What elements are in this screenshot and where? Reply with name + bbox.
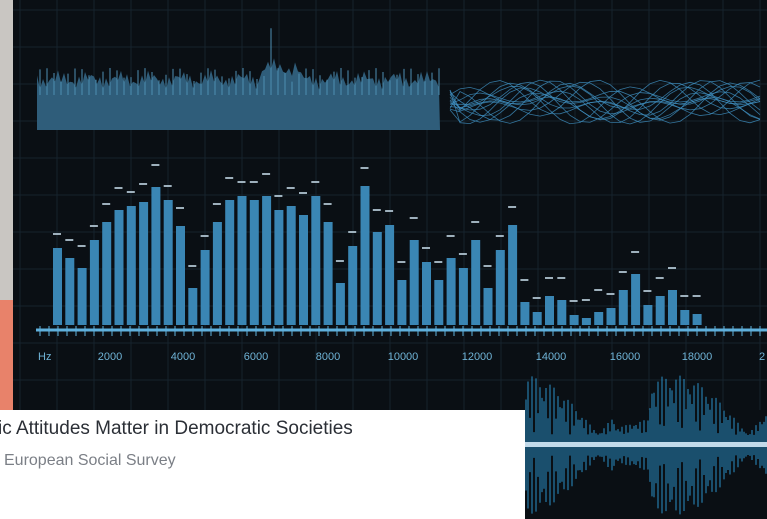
bar (114, 210, 124, 325)
bar (655, 296, 665, 325)
bar (212, 222, 222, 325)
bar (397, 280, 407, 325)
bar (262, 196, 272, 325)
caption-box: ic Attitudes Matter in Democratic Societ… (0, 410, 525, 519)
bar (139, 202, 149, 325)
tick-label: 8000 (316, 351, 340, 363)
bar (495, 250, 505, 325)
bar (348, 246, 358, 325)
bar (409, 240, 419, 325)
noise-line (449, 80, 761, 121)
bar (77, 268, 87, 325)
bar (618, 290, 628, 325)
bar (446, 258, 456, 325)
noise-line (449, 81, 761, 123)
bar (360, 186, 370, 325)
grid (13, 0, 767, 410)
bar (249, 200, 259, 325)
bar (594, 312, 604, 325)
caption-subtitle: European Social Survey (4, 452, 176, 469)
bar (299, 215, 308, 325)
axis-unit: Hz (38, 351, 51, 363)
bar (89, 240, 99, 325)
bar (508, 225, 518, 325)
tick-label: 2 (759, 351, 765, 363)
noise-line (449, 79, 761, 124)
bar (323, 222, 333, 325)
bar (545, 296, 554, 325)
bar (434, 280, 444, 325)
bar (200, 250, 210, 325)
bar (151, 187, 161, 325)
tick-label: 16000 (610, 351, 641, 363)
noise-line (449, 79, 761, 121)
bar (163, 200, 173, 325)
bar (237, 196, 247, 325)
spectrum-bars (53, 164, 702, 325)
wave-center (525, 442, 767, 447)
tick-label: 2000 (98, 351, 122, 363)
noise-line (449, 79, 761, 120)
caption-title: ic Attitudes Matter in Democratic Societ… (0, 418, 353, 439)
bar (274, 210, 284, 325)
bar (569, 315, 579, 325)
tick-label: 18000 (682, 351, 713, 363)
bar (668, 290, 677, 325)
tick-label: 6000 (244, 351, 268, 363)
bar (458, 268, 468, 325)
bar (520, 302, 530, 325)
noise-line (449, 80, 761, 124)
bar (53, 248, 62, 325)
tick-label: 14000 (536, 351, 567, 363)
bar (126, 206, 136, 325)
bar (532, 312, 542, 325)
bar (581, 318, 591, 325)
bar (176, 226, 185, 325)
bar (631, 274, 641, 325)
bar (692, 314, 702, 325)
noise-line (449, 79, 761, 119)
tick-label: 4000 (171, 351, 195, 363)
bar (643, 305, 653, 325)
bar (335, 283, 345, 325)
mini-area (37, 58, 440, 130)
bar (65, 258, 75, 325)
mini-spectrum (37, 28, 761, 130)
bar (483, 288, 493, 325)
bar (385, 225, 395, 325)
bar (311, 196, 321, 325)
noise-line (449, 86, 761, 125)
bar (680, 310, 690, 325)
bar (557, 300, 567, 325)
bar (188, 288, 198, 325)
noise-line (449, 82, 761, 124)
bar (102, 222, 112, 325)
left-strip-accent (0, 300, 13, 410)
bar (422, 262, 431, 325)
tick-label: 12000 (462, 351, 493, 363)
bar (471, 240, 481, 325)
left-strip (0, 0, 13, 300)
axis-ticks: 2000 4000 6000 8000 10000 12000 14000 16000 1800… (39, 326, 765, 363)
bar (286, 206, 296, 325)
bar (606, 308, 616, 325)
bar (225, 200, 235, 325)
tick-label: 10000 (388, 351, 419, 363)
bar (372, 232, 382, 325)
